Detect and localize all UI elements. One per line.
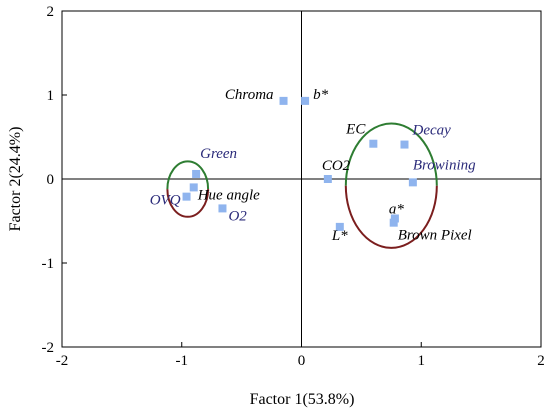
point-label: O2 [228, 208, 247, 224]
point-label: L* [331, 228, 348, 244]
point-label: Hue angle [197, 187, 260, 203]
point-layer [182, 96, 417, 231]
point-label: CO2 [322, 158, 351, 174]
data-point [408, 178, 417, 187]
x-axis-title: Factor 1(53.8%) [250, 391, 355, 408]
point-label: Decay [411, 123, 451, 139]
cluster-ellipse-bottom-arc [344, 185, 438, 249]
data-point [182, 192, 191, 201]
data-point [301, 96, 310, 105]
y-tick-label: -1 [42, 256, 55, 272]
point-label: Green [200, 146, 237, 162]
y-tick-label: 1 [47, 88, 55, 104]
data-point [189, 183, 198, 192]
point-label: Browining [413, 157, 476, 173]
label-layer: Chroma b* Green Hue angle OVQ O2 EC Decay CO2 Bro… [150, 87, 476, 244]
point-label: EC [345, 122, 366, 138]
data-point [369, 139, 378, 148]
data-point [218, 204, 227, 213]
x-tick-label: -2 [56, 353, 69, 369]
data-point [279, 96, 288, 105]
y-tick-label: 2 [47, 4, 55, 20]
point-label: Chroma [225, 87, 274, 103]
data-point [323, 175, 332, 183]
x-tick-label: 1 [418, 353, 426, 369]
x-tick-label: 0 [298, 353, 306, 369]
data-point [335, 222, 344, 231]
cluster-ellipse-bottom-arc [166, 189, 210, 218]
point-label: b* [313, 87, 329, 103]
y-tick-label: 0 [47, 172, 55, 188]
x-tick-label: -1 [176, 353, 189, 369]
ellipse-layer [166, 122, 438, 249]
point-label: OVQ [150, 193, 181, 209]
data-point [389, 218, 398, 227]
x-tick-label: 2 [537, 353, 545, 369]
axes-layer: -2 -1 0 1 2 -2 -1 0 1 2 [42, 4, 545, 369]
data-point [192, 169, 201, 178]
data-point [400, 140, 409, 149]
y-tick-label: -2 [42, 340, 55, 356]
cluster-ellipse-top-arc [166, 160, 210, 190]
point-label: Brown Pixel [398, 228, 472, 244]
data-point [390, 214, 399, 223]
y-axis-title: Factor 2(24.4%) [7, 127, 24, 232]
cluster-ellipse-top-arc [344, 122, 438, 186]
point-label: a* [389, 201, 405, 217]
